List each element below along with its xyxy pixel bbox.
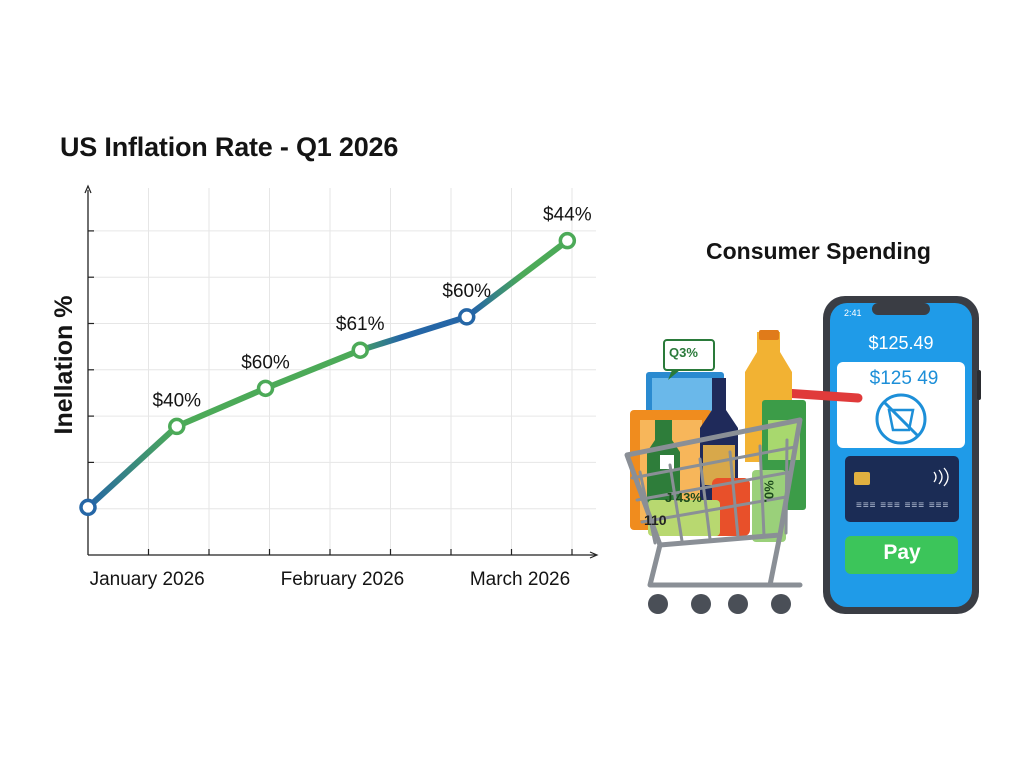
data-points xyxy=(79,231,577,517)
data-label: $60% xyxy=(442,281,491,302)
data-point xyxy=(351,341,369,359)
cart-wheels xyxy=(648,594,791,614)
card-number: ≡≡≡ ≡≡≡ ≡≡≡ ≡≡≡ xyxy=(856,500,950,511)
x-axis-arrow xyxy=(589,551,599,559)
y-axis-arrow xyxy=(84,184,92,194)
data-point xyxy=(79,498,97,517)
consumer-spending-title: Consumer Spending xyxy=(706,238,931,264)
credit-card xyxy=(845,456,959,522)
chart-grid xyxy=(88,188,596,555)
grocery-label-2: %0. xyxy=(761,480,777,503)
data-label: $44% xyxy=(543,205,592,226)
pay-button-label[interactable]: Pay xyxy=(883,541,921,564)
groceries xyxy=(630,330,806,542)
smartphone xyxy=(823,296,981,614)
chart-title: US Inflation Rate - Q1 2026 xyxy=(60,132,399,162)
phone-status-time: 2:41 xyxy=(844,308,862,318)
data-point xyxy=(558,231,577,250)
price-tag xyxy=(663,339,715,380)
grocery-label-3: 110 xyxy=(644,512,667,528)
inflation-series-line xyxy=(85,237,571,511)
data-label: $61% xyxy=(336,314,385,335)
x-tick-label: February 2026 xyxy=(281,569,405,590)
price-tag-label: Q3% xyxy=(669,345,698,360)
x-tick-labels: January 2026 February 2026 March 2026 xyxy=(90,569,571,590)
data-point xyxy=(168,417,186,436)
data-point xyxy=(256,379,275,398)
y-axis-label: Inellation % xyxy=(50,296,78,435)
data-label: $40% xyxy=(152,390,201,411)
no-shopping-icon xyxy=(875,393,927,445)
data-label: $60% xyxy=(241,352,290,373)
shopping-cart xyxy=(624,417,803,588)
receipt-amount: $125 49 xyxy=(869,368,939,389)
phone-total-amount: $125.49 xyxy=(868,333,934,353)
pay-button[interactable] xyxy=(845,536,958,574)
data-point xyxy=(457,308,476,326)
grocery-label-1: J 43% xyxy=(665,490,702,505)
x-tick-label: March 2026 xyxy=(470,569,570,590)
data-labels: $40% $60% $61% $60% $44% xyxy=(152,205,591,412)
x-tick-label: January 2026 xyxy=(90,569,205,590)
